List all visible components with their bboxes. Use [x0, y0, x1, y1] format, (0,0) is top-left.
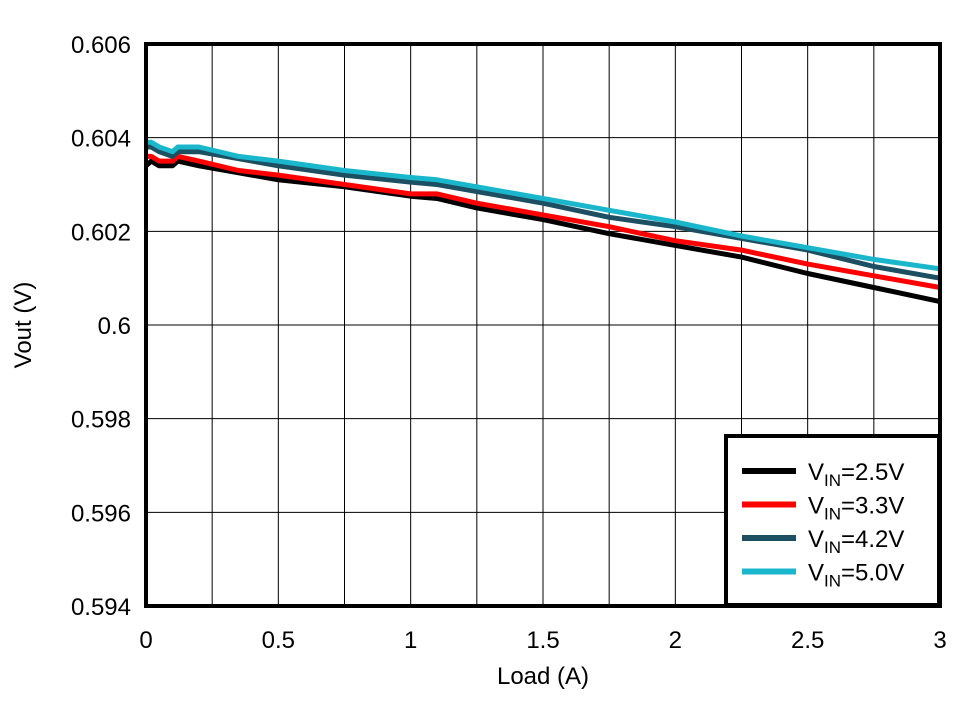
y-tick-label: 0.596	[71, 500, 131, 527]
y-tick-label: 0.606	[71, 32, 131, 59]
plot-frame	[144, 42, 942, 608]
y-tick-label: 0.604	[71, 126, 131, 153]
x-tick-label: 1.5	[526, 627, 559, 654]
legend-label: VIN=3.3V	[808, 493, 904, 524]
y-tick-label: 0.594	[71, 594, 131, 621]
series-line-4	[146, 139, 941, 272]
series-layer	[144, 139, 941, 305]
x-tick-label: 2.5	[791, 627, 824, 654]
x-tick-label: 1	[404, 627, 417, 654]
series-line-2	[146, 153, 941, 290]
legend-label: VIN=5.0V	[808, 560, 904, 591]
x-axis-title: Load (A)	[497, 663, 589, 690]
legend-box	[724, 434, 941, 607]
grid-layer	[146, 44, 940, 606]
x-tick-label: 0.5	[262, 627, 295, 654]
y-axis-title: Vout (V)	[10, 282, 37, 369]
legend-label: VIN=2.5V	[808, 459, 904, 490]
tick-labels: 0 0.5 1 1.5 2 2.5 3 0.594 0.596 0.598 0.6 0.602 0.60…	[71, 32, 947, 654]
x-tick-label: 0	[139, 627, 152, 654]
y-tick-label: 0.598	[71, 407, 131, 434]
x-tick-label: 3	[933, 627, 946, 654]
y-tick-label: 0.602	[71, 219, 131, 246]
y-tick-label: 0.6	[98, 313, 131, 340]
x-tick-label: 2	[669, 627, 682, 654]
legend-label: VIN=4.2V	[808, 526, 904, 557]
